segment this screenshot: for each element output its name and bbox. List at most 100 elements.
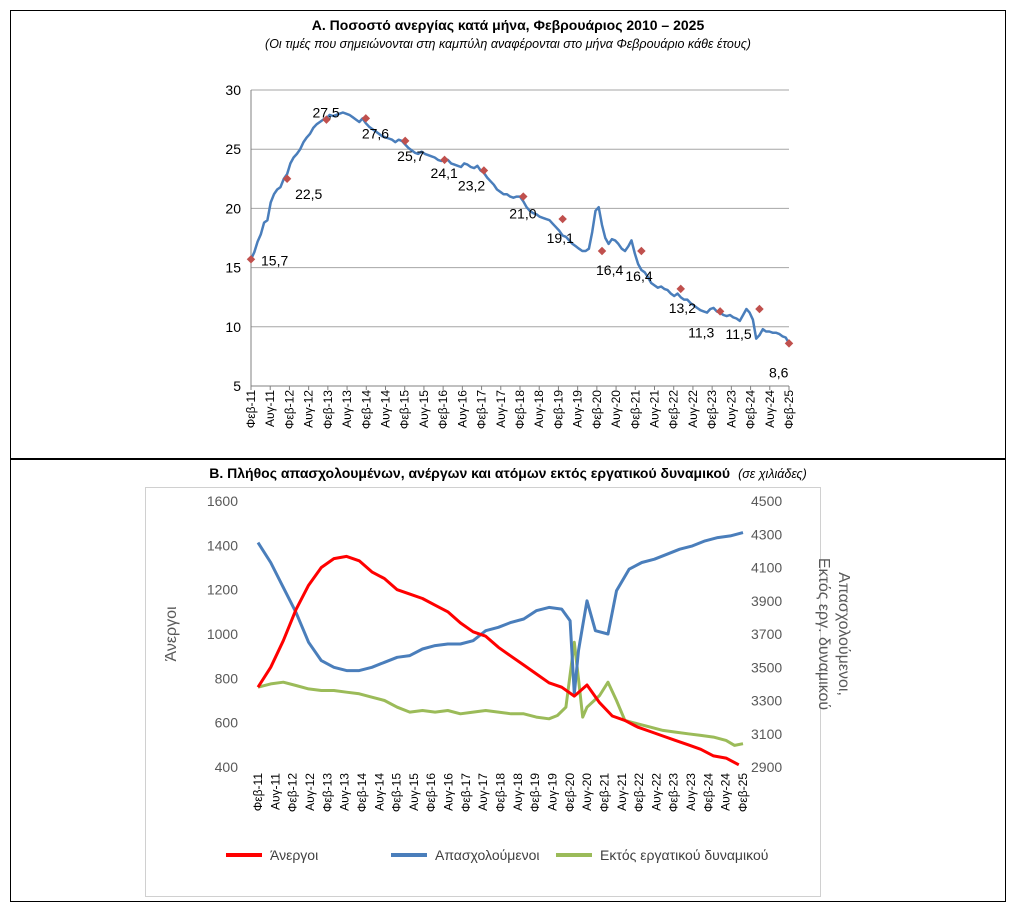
x-tick-label: Φεβ-23: [667, 773, 681, 812]
data-label: 19,1: [547, 230, 574, 246]
x-tick-label: Αυγ-23: [724, 390, 738, 428]
feb-marker: [440, 155, 449, 165]
feb-marker: [637, 246, 646, 256]
chart-b-plot: 400 600 800 1000 1200 1400 1600 2900 3100 3300 350…: [163, 493, 852, 863]
series-line-2: [257, 640, 744, 747]
chart-a-title: A. Ποσοστό ανεργίας κατά μήνα, Φεβρουάρι…: [311, 17, 705, 33]
data-label: 22,5: [295, 186, 322, 202]
panel-employment-counts: B. Πλήθος απασχολουμένων, ανέργων και ατ…: [10, 458, 1006, 902]
y-right-tick-label-4100: 4100: [751, 560, 782, 576]
y-tick-label-30: 30: [225, 82, 241, 98]
y-right-tick-label-3100: 3100: [751, 726, 782, 742]
feb-marker: [597, 246, 607, 256]
x-tick-label: Φεβ-13: [321, 390, 335, 429]
feb-marker: [400, 136, 410, 146]
y-right-tick-label-4500: 4500: [751, 493, 782, 509]
y-right-tick-label-4300: 4300: [751, 526, 782, 542]
x-tick-label: Φεβ-25: [782, 390, 796, 429]
x-tick-label: Φεβ-24: [701, 773, 715, 812]
x-tick-label: Φεβ-12: [286, 773, 300, 812]
feb-marker: [784, 339, 794, 348]
y-tick-label-5: 5: [233, 378, 241, 394]
data-label: 11,5: [725, 326, 751, 342]
x-tick-label: Φεβ-24: [744, 390, 758, 429]
y-left-tick-label-1600: 1600: [207, 493, 238, 509]
x-tick-label: Αυγ-19: [571, 390, 585, 428]
y-left-tick-label-1400: 1400: [207, 537, 238, 553]
x-tick-label: Αυγ-12: [302, 390, 316, 428]
x-tick-label: Φεβ-22: [632, 773, 646, 812]
x-tick-label: Αυγ-21: [615, 773, 629, 811]
data-label: 16,4: [596, 262, 623, 278]
y-left-tick-label-600: 600: [215, 715, 239, 731]
x-tick-label: Αυγ-17: [494, 390, 508, 428]
feb-marker: [361, 114, 371, 123]
y-left-tick-label-400: 400: [215, 759, 239, 775]
series-line-unemployment-rate: [249, 111, 791, 345]
x-tick-label: Φεβ-14: [355, 773, 369, 812]
data-label: 8,6: [769, 364, 789, 380]
x-tick-label: Αυγ-14: [379, 390, 393, 428]
feb-marker: [282, 174, 292, 184]
x-tick-label: Αυγ-21: [648, 390, 662, 428]
x-tick-label: Αυγ-13: [340, 390, 354, 428]
x-tick-label: Φεβ-11: [251, 773, 265, 812]
y-tick-label-10: 10: [225, 319, 241, 335]
data-label: 27,5: [312, 105, 339, 121]
x-tick-label: Αυγ-12: [303, 773, 317, 811]
legend-label-0: Άνεργοι: [270, 847, 318, 863]
x-tick-label: Φεβ-18: [494, 773, 508, 812]
x-tick-label: Αυγ-13: [338, 773, 352, 811]
chart-b-title: B. Πλήθος απασχολουμένων, ανέργων και ατ…: [209, 465, 731, 481]
chart-b-units-note: (σε χιλιάδες): [738, 467, 807, 481]
legend-label-1: Απασχολούμενοι: [435, 847, 539, 863]
chart-a-plot: 5 10 15 20 25 30 Φεβ-11 Αυγ-11 Φεβ-12 Αυγ-12 Φεβ-1…: [225, 82, 796, 429]
x-tick-label: Αυγ-23: [684, 773, 698, 811]
x-tick-label: Φεβ-19: [528, 773, 542, 812]
x-tick-label: Φεβ-25: [736, 773, 750, 812]
x-tick-label: Φεβ-16: [436, 390, 450, 429]
x-tick-label: Αυγ-14: [372, 773, 386, 811]
x-tick-label: Αυγ-17: [476, 773, 490, 811]
y-right-tick-label-3500: 3500: [751, 659, 782, 675]
y-right-tick-label-2900: 2900: [751, 759, 782, 775]
x-tick-label: Αυγ-19: [545, 773, 559, 811]
data-label: 24,1: [431, 165, 458, 181]
x-tick-label: Αυγ-15: [417, 390, 431, 428]
series-line-1: [256, 531, 744, 696]
y-left-tick-label-800: 800: [215, 670, 239, 686]
x-tick-label: Φεβ-21: [628, 390, 642, 429]
legend-label-2: Εκτός εργατικού δυναμικού: [600, 847, 768, 863]
x-tick-label: Φεβ-17: [459, 773, 473, 812]
x-tick-label: Αυγ-11: [263, 390, 277, 427]
x-tick-label: Αυγ-22: [686, 390, 700, 428]
x-tick-label: Αυγ-15: [407, 773, 421, 811]
feb-marker: [322, 115, 331, 124]
x-tick-label: Φεβ-14: [359, 390, 373, 429]
y-right-axis-label-line1: Απασχολούμενοι,: [835, 572, 852, 696]
x-tick-label: Φεβ-11: [244, 390, 258, 429]
x-tick-label: Φεβ-18: [513, 390, 527, 429]
panel-unemployment-rate: A. Ποσοστό ανεργίας κατά μήνα, Φεβρουάρι…: [10, 10, 1006, 460]
feb-marker: [246, 255, 256, 264]
y-tick-label-25: 25: [225, 141, 241, 157]
x-tick-label: Φεβ-20: [563, 773, 577, 812]
x-tick-label: Φεβ-13: [320, 773, 334, 812]
x-tick-label: Φεβ-17: [475, 390, 489, 429]
x-tick-label: Φεβ-15: [390, 773, 404, 812]
x-tick-label: Αυγ-24: [719, 773, 733, 811]
data-label: 11,3: [688, 324, 714, 340]
x-tick-label: Φεβ-19: [551, 390, 565, 429]
x-tick-label: Αυγ-18: [511, 773, 525, 811]
feb-marker: [479, 166, 489, 175]
data-label: 13,2: [669, 300, 696, 316]
y-right-tick-label-3900: 3900: [751, 593, 782, 609]
feb-marker: [558, 214, 567, 224]
x-tick-label: Αυγ-20: [609, 390, 623, 428]
x-tick-label: Φεβ-20: [590, 390, 604, 429]
data-label: 23,2: [458, 178, 485, 194]
feb-marker: [755, 304, 764, 314]
x-tick-label: Φεβ-15: [398, 390, 412, 429]
data-label: 16,4: [625, 268, 652, 284]
x-tick-label: Φεβ-16: [424, 773, 438, 812]
